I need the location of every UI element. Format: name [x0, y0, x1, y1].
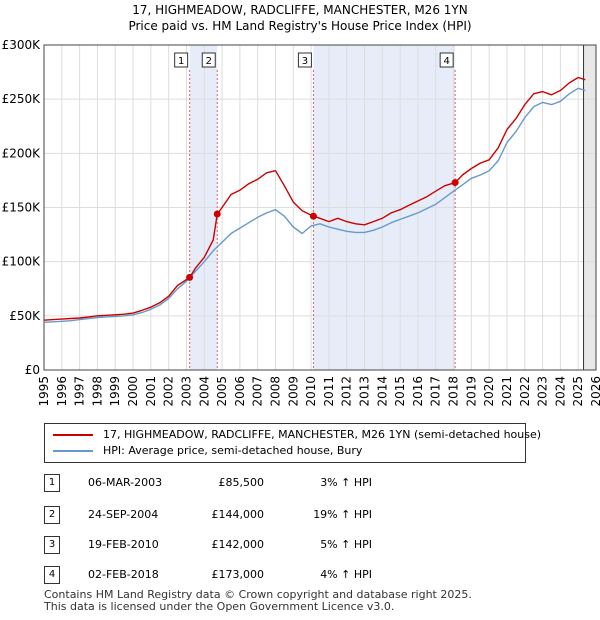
x-tick-label: 2020	[482, 376, 496, 407]
transaction-row: 1 06-MAR-2003 £85,500 3% ↑ HPI	[44, 474, 474, 492]
y-tick-label: £150K	[2, 201, 42, 215]
transaction-date: 24-SEP-2004	[88, 508, 159, 521]
transaction-date: 19-FEB-2010	[88, 538, 159, 551]
y-tick-label: £250K	[2, 92, 42, 106]
sale-label-text: 1	[178, 56, 184, 67]
x-tick-label: 1999	[108, 376, 122, 407]
footer-licence: This data is licensed under the Open Gov…	[44, 600, 395, 613]
x-tick-label: 2026	[589, 376, 600, 407]
y-tick-label: £0	[25, 363, 40, 377]
transaction-date: 06-MAR-2003	[88, 476, 163, 489]
transaction-price: £85,500	[218, 476, 265, 489]
x-tick-label: 2011	[322, 376, 336, 407]
x-tick-label: 1996	[55, 376, 69, 407]
x-tick-label: 1995	[37, 376, 51, 407]
transaction-number: 3	[44, 536, 60, 554]
sale-label-box	[297, 52, 312, 68]
x-tick-label: 2018	[447, 376, 461, 407]
transaction-number: 4	[44, 566, 60, 584]
transaction-price: £173,000	[211, 568, 265, 581]
legend-line-hpi	[53, 450, 93, 452]
hpi-series-line	[43, 87, 586, 323]
transaction-hpi: 5% ↑ HPI	[320, 538, 372, 551]
sale-point	[213, 210, 221, 218]
transaction-row: 4 02-FEB-2018 £173,000 4% ↑ HPI	[44, 566, 474, 584]
sale-label-box	[201, 52, 216, 68]
transaction-number: 1	[44, 474, 60, 492]
x-tick-label: 2001	[144, 376, 158, 407]
sale-point	[309, 212, 317, 220]
y-tick-label: £200K	[2, 146, 42, 160]
x-tick-label: 2010	[304, 376, 318, 407]
transaction-hpi: 3% ↑ HPI	[320, 476, 372, 489]
sale-label-text: 3	[302, 56, 308, 67]
sale-label-box	[174, 52, 189, 68]
x-tick-label: 2004	[197, 376, 211, 407]
x-tick-label: 2019	[464, 376, 478, 407]
transaction-price: £144,000	[211, 508, 265, 521]
x-tick-label: 2015	[393, 376, 407, 407]
x-tick-label: 2014	[375, 376, 389, 407]
sale-label-box	[439, 52, 454, 68]
transaction-row: 3 19-FEB-2010 £142,000 5% ↑ HPI	[44, 536, 474, 554]
x-tick-label: 2002	[162, 376, 176, 407]
x-tick-label: 2009	[286, 376, 300, 407]
transaction-date: 02-FEB-2018	[88, 568, 159, 581]
y-tick-label: £300K	[2, 38, 42, 52]
chart-legend: 17, HIGHMEADOW, RADCLIFFE, MANCHESTER, M…	[44, 423, 541, 463]
legend-line-property	[53, 434, 93, 436]
x-tick-label: 2013	[358, 376, 372, 407]
x-tick-label: 2005	[215, 376, 229, 407]
x-tick-label: 2025	[571, 376, 585, 407]
transaction-hpi: 4% ↑ HPI	[320, 568, 372, 581]
x-tick-label: 2006	[233, 376, 247, 407]
sale-label-text: 4	[443, 56, 449, 67]
transaction-price: £142,000	[211, 538, 265, 551]
sale-point	[186, 273, 194, 281]
y-tick-label: £50K	[9, 309, 41, 323]
x-tick-label: 1998	[90, 376, 104, 407]
legend-label-hpi: HPI: Average price, semi-detached house,…	[103, 444, 363, 457]
footer-copyright: Contains HM Land Registry data © Crown c…	[44, 588, 472, 601]
x-tick-label: 2000	[126, 376, 140, 407]
x-tick-label: 2012	[340, 376, 354, 407]
transaction-hpi: 19% ↑ HPI	[313, 508, 372, 521]
legend-label-property: 17, HIGHMEADOW, RADCLIFFE, MANCHESTER, M…	[103, 428, 542, 441]
price-chart: £0 £50K £100K £150K £200K £250K £300K 1995 1996 1…	[2, 38, 600, 407]
y-tick-label: £100K	[2, 255, 42, 269]
chart-subtitle: Price paid vs. HM Land Registry's House …	[128, 19, 472, 33]
x-tick-label: 2007	[251, 376, 265, 407]
x-tick-label: 1997	[73, 376, 87, 407]
x-tick-label: 2016	[411, 376, 425, 407]
plot-frame	[43, 44, 597, 371]
sale-label-text: 2	[206, 56, 212, 67]
x-tick-label: 2022	[518, 376, 532, 407]
x-tick-label: 2023	[536, 376, 550, 407]
chart-title: 17, HIGHMEADOW, RADCLIFFE, MANCHESTER, M…	[132, 3, 468, 17]
x-tick-label: 2008	[268, 376, 282, 407]
x-tick-label: 2021	[500, 376, 514, 407]
x-tick-label: 2024	[553, 376, 567, 407]
transaction-number: 2	[44, 506, 60, 524]
transaction-row: 2 24-SEP-2004 £144,000 19% ↑ HPI	[44, 506, 474, 524]
footer-notice: Contains HM Land Registry data © Crown c…	[44, 589, 472, 613]
x-tick-label: 2017	[429, 376, 443, 407]
sale-point	[451, 179, 459, 187]
x-tick-label: 2003	[179, 376, 193, 407]
